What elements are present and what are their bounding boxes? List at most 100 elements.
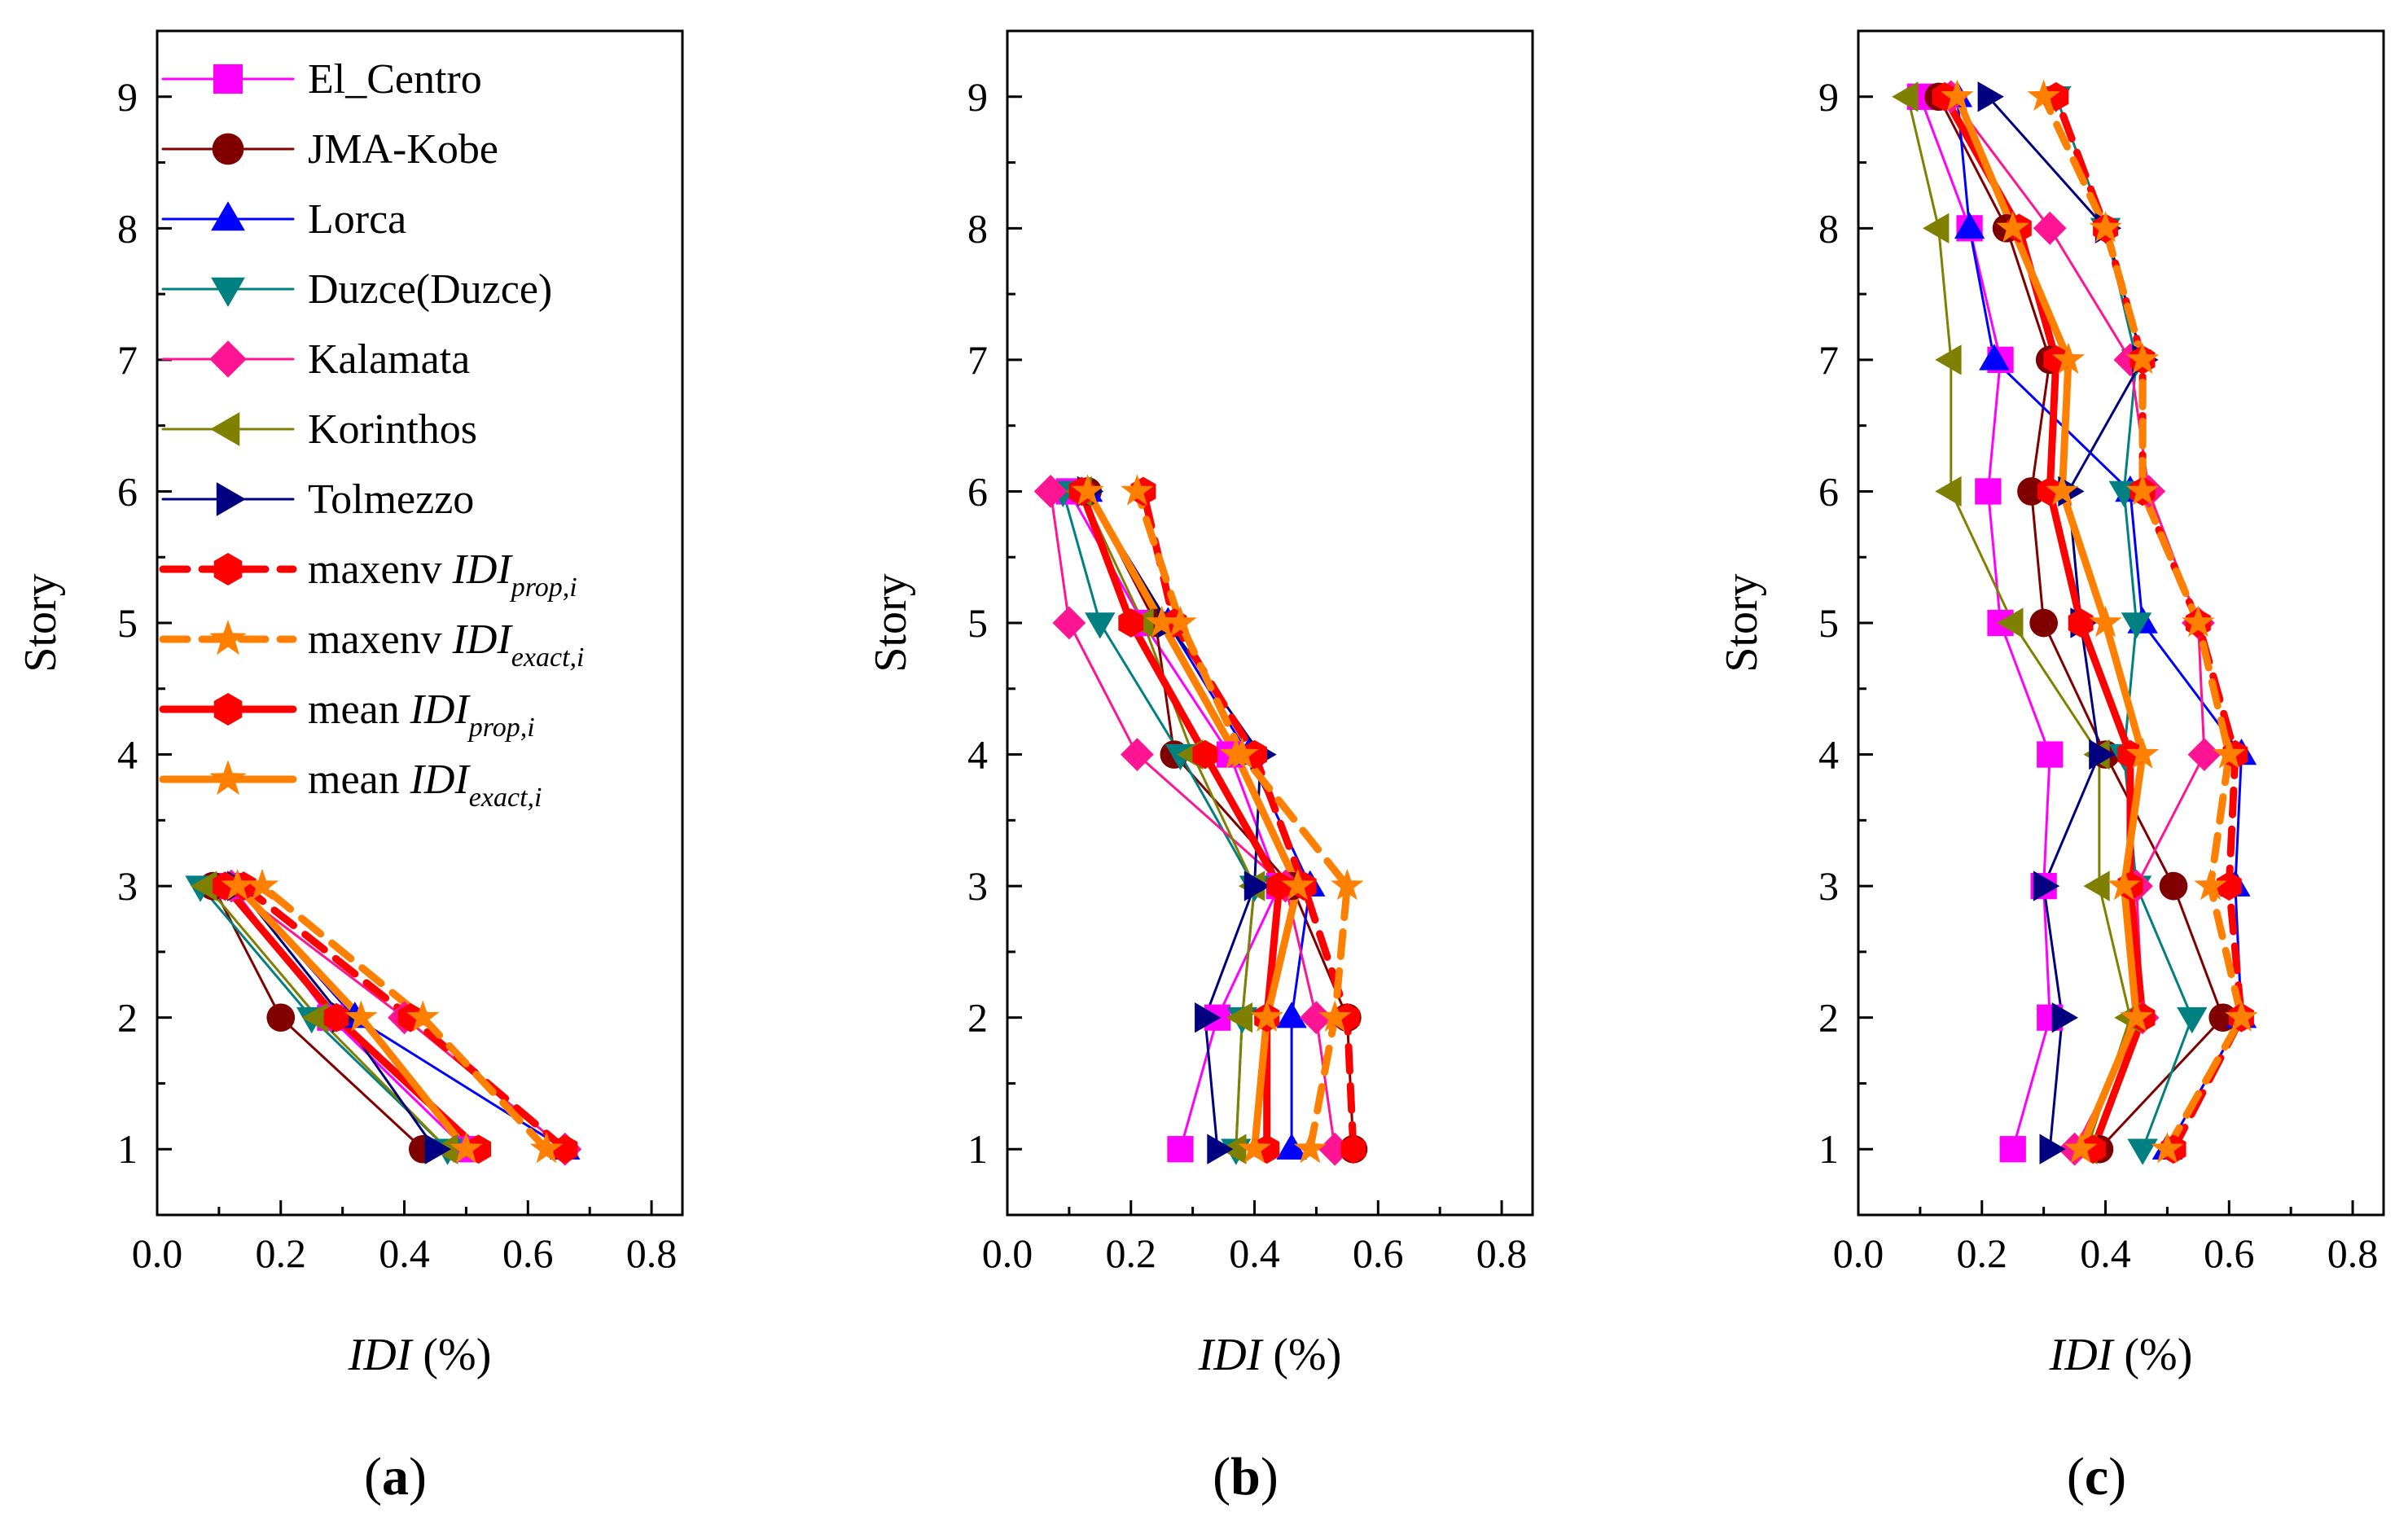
panel-c: 0.0 0.2 0.4 0.6 0.8 1 2 3 4 5 6 7 8 9 Story IDI (%) (c)	[1717, 29, 2385, 1506]
marker-maxenv-idi-exact-i	[245, 868, 279, 901]
marker-kalamata	[1300, 1001, 1333, 1035]
x-tick-label: 0.2	[1957, 1230, 2008, 1276]
marker-maxenv-idi-exact-i	[2225, 1000, 2258, 1032]
panel-label: (c)	[2067, 1447, 2126, 1506]
x-axis-title-italic: IDI	[2049, 1330, 2115, 1380]
panel-label-close: )	[1261, 1447, 1279, 1506]
marker-kalamata	[2033, 211, 2067, 245]
legend-marker	[216, 482, 246, 516]
marker-mean-idi-exact-i	[2089, 605, 2122, 638]
series-line-kalamata	[1049, 489, 1336, 1151]
marker-tolmezzo	[2051, 1002, 2078, 1033]
y-axis-title: Story	[1717, 573, 1767, 672]
legend-marker	[213, 553, 243, 585]
x-tick-label: 0.6	[502, 1230, 554, 1276]
legend-item-duzce-duzce: Duzce(Duzce)	[161, 266, 552, 313]
marker-tolmezzo	[2089, 739, 2116, 770]
marker-kalamata	[2187, 738, 2222, 771]
series-line-tolmezzo	[1086, 489, 1262, 1151]
legend-label: maxenv IDIprop,i	[308, 546, 577, 603]
legend-label-prefix: mean	[308, 686, 410, 733]
marker-mean-idi-prop-i	[1266, 871, 1292, 901]
legend-marker	[213, 64, 243, 94]
legend-label-prefix: maxenv	[308, 616, 453, 663]
marker-mean-idi-exact-i	[2046, 474, 2079, 506]
legend-label: JMA-Kobe	[308, 126, 498, 173]
legend-label-subscript: prop,i	[510, 572, 577, 603]
y-tick-label: 5	[117, 600, 138, 646]
marker-tolmezzo	[2033, 870, 2060, 901]
marker-maxenv-idi-exact-i	[2213, 737, 2246, 769]
legend-label: Korinthos	[308, 406, 477, 453]
x-tick-label: 0.8	[1476, 1230, 1528, 1276]
marker-mean-idi-exact-i	[2108, 868, 2141, 901]
series-markers	[1033, 474, 1368, 1166]
y-tick-label: 2	[117, 995, 138, 1041]
legend-label-subscript: prop,i	[467, 713, 535, 743]
marker-maxenv-idi-prop-i	[2216, 871, 2242, 901]
panel-a: 0.0 0.2 0.4 0.6 0.8 1 2 3 4 5 6 7 8 9 Story IDI (%) (a)	[15, 29, 684, 1506]
marker-korinthos	[301, 1002, 328, 1033]
marker-el-centro	[1999, 1136, 2026, 1163]
marker-tolmezzo	[1243, 870, 1271, 901]
marker-kalamata	[1052, 606, 1086, 640]
marker-mean-idi-exact-i	[1250, 1000, 1283, 1032]
marker-mean-idi-prop-i	[2068, 608, 2094, 638]
legend-item-el-centro: El_Centro	[161, 56, 482, 103]
x-axis-title-unit: (%)	[1261, 1330, 1341, 1380]
legend-label-prefix: mean	[308, 756, 410, 803]
marker-lorca	[1979, 344, 2010, 371]
x-tick-label: 0.4	[1229, 1230, 1280, 1276]
x-tick-label: 0.4	[2080, 1230, 2131, 1276]
y-tick-label: 9	[967, 74, 988, 120]
legend-item-tolmezzo: Tolmezzo	[161, 476, 474, 523]
y-tick-label: 5	[1818, 600, 1839, 646]
panel-label-letter: b	[1230, 1447, 1261, 1506]
marker-maxenv-idi-prop-i	[552, 1134, 578, 1164]
legend-label: Duzce(Duzce)	[308, 266, 552, 313]
x-tick-label: 0.6	[1353, 1230, 1404, 1276]
marker-lorca	[1276, 1133, 1307, 1160]
marker-tolmezzo	[1195, 1002, 1222, 1033]
y-tick-label: 9	[1818, 74, 1839, 120]
y-tick-label: 6	[1818, 468, 1839, 514]
marker-maxenv-idi-exact-i	[406, 1000, 440, 1032]
marker-duzce-duzce	[1085, 612, 1116, 639]
legend-marker	[211, 201, 245, 231]
y-tick-label: 2	[967, 995, 988, 1041]
x-tick-label: 0.0	[982, 1230, 1033, 1276]
series-line-jma-kobe	[1086, 489, 1355, 1151]
y-tick-label: 3	[117, 863, 138, 909]
marker-mean-idi-prop-i	[1192, 739, 1218, 770]
legend-label-italic: IDI	[410, 756, 472, 803]
series-line-maxenv-idi-exact-i	[1133, 487, 1351, 1153]
y-tick-label: 8	[967, 205, 988, 251]
panel-label: (a)	[364, 1447, 427, 1506]
marker-korinthos	[2083, 870, 2110, 901]
marker-jma-kobe	[2159, 871, 2188, 901]
y-tick-label: 1	[117, 1126, 138, 1172]
marker-lorca	[1276, 1002, 1307, 1028]
plot-frame	[1857, 29, 2385, 1217]
x-axis-title: IDI (%)	[2049, 1330, 2193, 1380]
legend-label-italic: IDI	[452, 546, 514, 593]
legend-label: maxenv IDIexact,i	[308, 616, 584, 673]
marker-maxenv-idi-exact-i	[2027, 79, 2060, 111]
legend: El_Centro JMA-Kobe Lorca Duzce(Duzce) Kalama…	[159, 56, 584, 813]
x-axis-title-italic: IDI	[348, 1330, 414, 1380]
legend-marker	[209, 620, 247, 656]
x-tick-label: 0.8	[2327, 1230, 2379, 1276]
marker-lorca	[1954, 212, 1985, 239]
marker-mean-idi-exact-i	[2120, 1000, 2153, 1032]
y-tick-label: 5	[967, 600, 988, 646]
marker-maxenv-idi-exact-i	[1331, 868, 1364, 901]
panel-label-letter: c	[2085, 1447, 2108, 1506]
legend-item-kalamata: Kalamata	[161, 336, 470, 383]
y-tick-label: 6	[967, 468, 988, 514]
marker-maxenv-idi-exact-i	[1164, 605, 1197, 638]
panel-b: 0.0 0.2 0.4 0.6 0.8 1 2 3 4 5 6 7 8 9 Story IDI (%) (b)	[866, 29, 1534, 1506]
legend-label: mean IDIexact,i	[308, 756, 542, 813]
marker-jma-kobe	[266, 1003, 296, 1033]
legend-marker	[212, 133, 244, 165]
legend-label-subscript: exact,i	[469, 783, 542, 813]
